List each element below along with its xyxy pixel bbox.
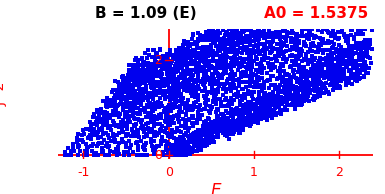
Text: 0: 0 xyxy=(165,166,172,179)
Text: J^2: J^2 xyxy=(0,82,8,106)
Text: 2: 2 xyxy=(335,166,343,179)
Text: E: E xyxy=(210,183,221,194)
Text: A0 = 1.5375: A0 = 1.5375 xyxy=(264,6,369,21)
Text: 0: 0 xyxy=(154,149,162,162)
Text: B = 1.09 (E): B = 1.09 (E) xyxy=(95,6,197,21)
Text: -1: -1 xyxy=(77,166,90,179)
Text: 2: 2 xyxy=(154,54,162,67)
Text: 1: 1 xyxy=(250,166,258,179)
